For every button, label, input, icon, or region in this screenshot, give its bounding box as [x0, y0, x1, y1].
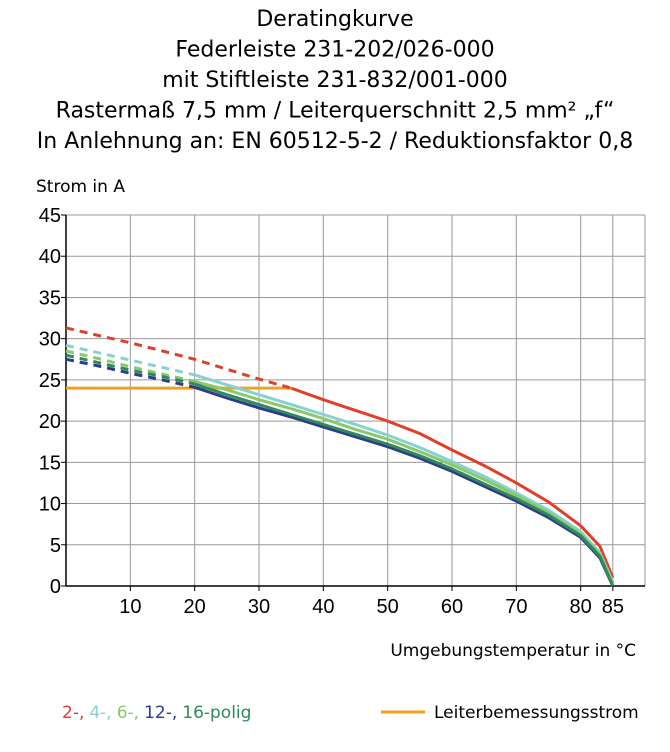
legend: 2-, 4-, 6-, 12-, 16-polig — [62, 703, 251, 723]
x-axis-label: Umgebungstemperatur in °C — [390, 641, 636, 661]
legend-entry: Leiterbemessungsstrom — [434, 703, 639, 723]
legend-entry: 12-, — [144, 703, 177, 723]
legend-entry: 6-, — [117, 703, 139, 723]
legend-entry: 2-, — [62, 703, 84, 723]
line — [194, 385, 615, 587]
x-tick-label: 10 — [119, 596, 141, 618]
y-tick-label: 15 — [39, 452, 61, 474]
x-tick-label: 70 — [505, 596, 527, 618]
y-tick-label: 20 — [39, 411, 61, 433]
x-tick-label: 50 — [377, 596, 399, 618]
y-axis-label: Strom in A — [36, 177, 125, 197]
x-tick-label: 80 — [570, 596, 592, 618]
y-tick-label: 35 — [39, 287, 61, 309]
y-tick-label: 45 — [39, 205, 61, 227]
x-tick-label: 85 — [602, 596, 624, 618]
line — [290, 386, 615, 579]
legend-entry: 4-, — [89, 703, 111, 723]
dashed-line — [65, 357, 196, 389]
y-tick-label: 25 — [39, 370, 61, 392]
line — [194, 373, 615, 583]
y-tick-label: 0 — [50, 576, 61, 598]
chart-title: Rastermaß 7,5 mm / Leiterquerschnitt 2,5… — [56, 99, 615, 124]
line — [194, 380, 615, 585]
y-tick-label: 10 — [39, 494, 61, 516]
y-tick-label: 40 — [39, 246, 61, 268]
legend-entry: 16-polig — [182, 703, 251, 723]
chart-title: In Anlehnung an: EN 60512-5-2 / Reduktio… — [37, 129, 633, 154]
x-tick-label: 20 — [184, 596, 206, 618]
x-tick-label: 30 — [248, 596, 270, 618]
y-tick-label: 30 — [39, 329, 61, 351]
y-tick-label: 5 — [50, 535, 61, 557]
chart-title: Deratingkurve — [256, 7, 413, 32]
dashed-line — [65, 326, 292, 390]
x-tick-label: 60 — [441, 596, 463, 618]
chart-title: mit Stiftleiste 231-832/001-000 — [162, 68, 507, 93]
line — [194, 382, 615, 587]
x-tick-label: 40 — [312, 596, 334, 618]
chart-title: Federleiste 231-202/026-000 — [175, 38, 494, 63]
